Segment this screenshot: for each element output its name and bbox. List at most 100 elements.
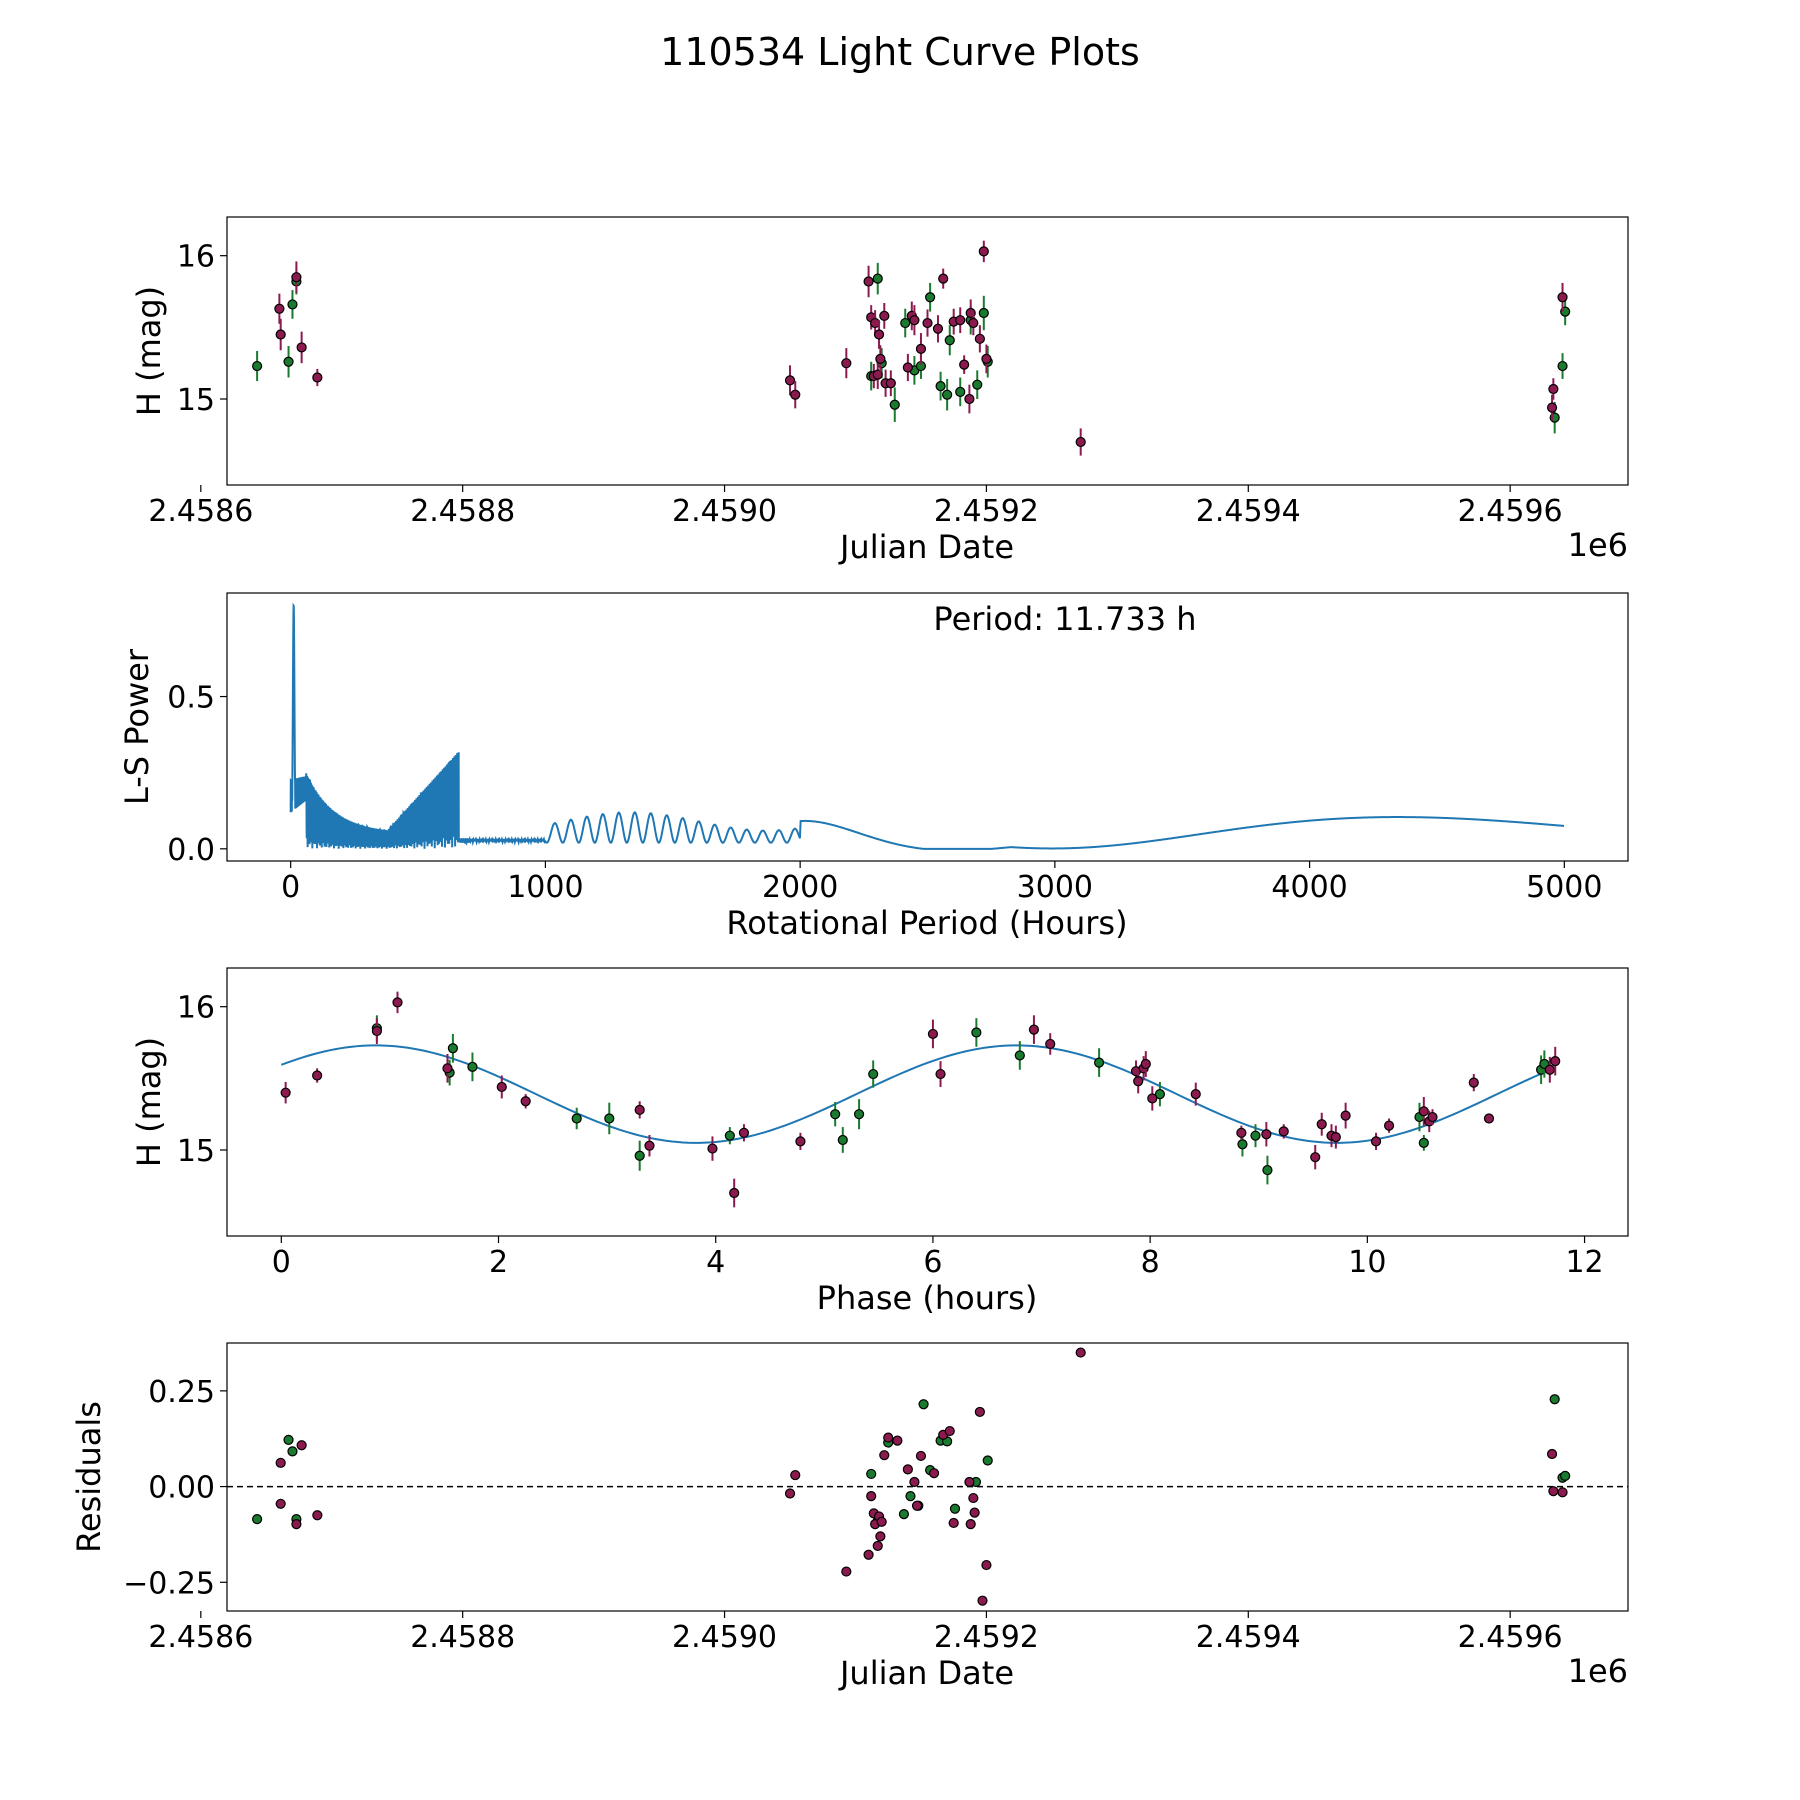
data-point-green [1014, 1050, 1025, 1061]
data-point-maroon [879, 310, 890, 321]
data-point-maroon [1075, 1347, 1086, 1358]
data-point-maroon [520, 1096, 531, 1107]
panel-lightcurve-jd: 2.4586 2.4588 2.4590 2.4592 2.4594 2.4596 15 16… [130, 216, 1629, 566]
p-1-xtick-label: 4000 [1271, 870, 1347, 905]
data-point-maroon [442, 1063, 453, 1074]
data-point-maroon [371, 1025, 382, 1037]
p-3-ytick-label: 0.25 [148, 1375, 215, 1410]
p-3-xtick-label: 2.4596 [1458, 1620, 1563, 1655]
data-point-maroon [969, 1507, 980, 1518]
p-1-ytick-label: 0.5 [167, 681, 215, 716]
data-point-green [604, 1113, 615, 1124]
p-1-xtick-label: 1000 [507, 870, 583, 905]
data-point-maroon [1028, 1024, 1040, 1035]
data-point-maroon [909, 1476, 920, 1488]
data-point-maroon [275, 329, 286, 340]
data-point-green [949, 1503, 961, 1514]
data-point-maroon [1468, 1077, 1479, 1088]
data-point-maroon [902, 1464, 913, 1475]
data-point-green [447, 1043, 458, 1054]
data-point-maroon [935, 1068, 946, 1080]
data-point-maroon [1370, 1136, 1382, 1147]
panel-lightcurve-jd-xlabel: Julian Date [838, 528, 1014, 566]
panel-lightcurve-jd-ylabel: H (mag) [130, 286, 168, 416]
data-point-maroon [729, 1187, 740, 1199]
data-point-maroon [915, 1450, 927, 1462]
data-point-green [935, 381, 946, 392]
data-point-maroon [1261, 1129, 1272, 1140]
data-point-maroon [872, 1540, 883, 1552]
data-point-maroon [1236, 1127, 1247, 1138]
data-point-green [925, 292, 936, 303]
p-2-xtick-label: 8 [1141, 1245, 1160, 1280]
data-point-green [837, 1134, 848, 1146]
data-point-maroon [978, 246, 989, 257]
data-point-maroon [1557, 1487, 1568, 1498]
p-0-xtick-label: 2.4590 [672, 494, 777, 529]
p-2-ytick-label: 16 [177, 991, 215, 1026]
data-point-maroon [1075, 436, 1086, 448]
data-point-maroon [873, 329, 885, 340]
p-0-xtick-label: 2.4596 [1458, 494, 1563, 529]
data-point-green [872, 273, 883, 284]
panel-residuals-xlabel: Julian Date [838, 1654, 1014, 1692]
p-3-xtick-label: 2.4590 [672, 1620, 777, 1655]
panel-lightcurve-jd-frame [226, 216, 1629, 486]
data-point-green [944, 335, 955, 346]
data-point-maroon [1546, 402, 1558, 413]
data-point-green [283, 1434, 294, 1445]
data-point-maroon [790, 389, 801, 400]
data-point-maroon [876, 1516, 887, 1527]
data-point-maroon [841, 358, 852, 369]
data-point-maroon [1330, 1132, 1341, 1143]
p-3-ytick-label: 0.00 [148, 1471, 215, 1506]
panel-residuals: 2.4586 2.4588 2.4590 2.4592 2.4594 2.4596 −0.2… [70, 1342, 1629, 1692]
data-point-maroon [784, 1488, 796, 1499]
p-3-xtick-label: 2.4586 [148, 1620, 253, 1655]
data-point-maroon [944, 1425, 955, 1437]
p-0-xtick-label: 2.4594 [1196, 494, 1301, 529]
data-point-maroon [922, 317, 933, 329]
data-point-green [866, 1468, 877, 1480]
data-point-maroon [968, 1492, 979, 1504]
data-point-green [1560, 1470, 1571, 1481]
data-point-maroon [1548, 383, 1559, 395]
p-3-ytick-label: −0.25 [123, 1566, 215, 1601]
panel-lightcurve-jd-offset: 1e6 [1568, 526, 1628, 564]
data-point-maroon [1310, 1152, 1321, 1163]
data-point-maroon [296, 342, 307, 353]
data-point-maroon [981, 353, 992, 364]
model-curve [280, 1044, 1553, 1144]
data-point-maroon [879, 1450, 890, 1461]
data-point-green [571, 1113, 582, 1124]
data-point-maroon [634, 1104, 645, 1115]
data-point-green [868, 1068, 879, 1080]
panel-phase-folded: 0 2 4 6 8 10 12 15 16 Phase (hours) H (mag) [130, 967, 1629, 1317]
data-point-maroon [965, 1518, 976, 1530]
p-2-xtick-label: 2 [489, 1245, 508, 1280]
data-point-maroon [1147, 1093, 1158, 1104]
data-point-green [905, 1491, 916, 1502]
data-point-maroon [784, 375, 796, 386]
data-point-maroon [863, 1549, 874, 1560]
data-point-maroon [955, 315, 966, 326]
p-2-xtick-label: 4 [706, 1245, 725, 1280]
data-point-green [1093, 1057, 1105, 1068]
data-point-maroon [1548, 1486, 1559, 1497]
panel-periodogram: 0 1000 2000 3000 4000 5000 0.0 0.5 Period: 11.7… [118, 592, 1629, 942]
data-point-maroon [909, 315, 920, 326]
data-point-maroon [1427, 1111, 1438, 1123]
data-point-green [1262, 1164, 1273, 1176]
p-1-xtick-label: 2000 [762, 870, 838, 905]
data-point-green [898, 1509, 910, 1520]
data-point-maroon [932, 323, 944, 334]
panel-phase-folded-marks [280, 991, 1561, 1208]
data-point-maroon [1045, 1038, 1056, 1050]
data-point-maroon [1483, 1113, 1495, 1124]
p-2-xtick-label: 6 [923, 1245, 942, 1280]
periodogram-annotation: Period: 11.733 h [933, 600, 1196, 638]
data-point-green [978, 307, 989, 319]
data-point-green [900, 317, 911, 329]
p-2-xtick-label: 12 [1565, 1245, 1603, 1280]
